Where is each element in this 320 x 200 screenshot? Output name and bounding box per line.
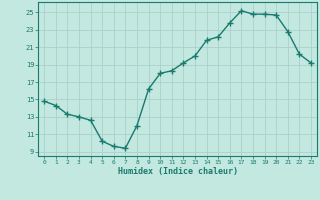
X-axis label: Humidex (Indice chaleur): Humidex (Indice chaleur) [118,167,238,176]
